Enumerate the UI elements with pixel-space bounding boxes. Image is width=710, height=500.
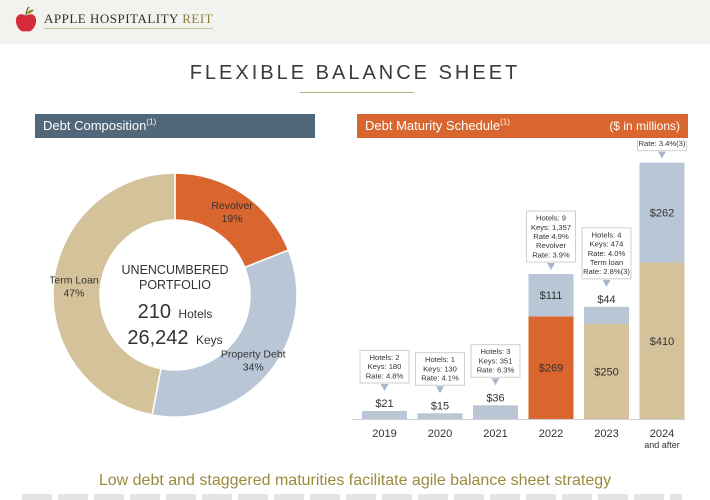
center-line2: PORTFOLIO <box>139 278 211 292</box>
bar-top-label-2020: $15 <box>431 400 449 412</box>
bar-top-label-2023: $44 <box>597 294 615 306</box>
callout-line: Rate: 3.9% <box>532 250 570 259</box>
bar-top-label-2021: $36 <box>486 392 504 404</box>
bar-base-label-2022: $269 <box>539 363 563 375</box>
bar-top-2022 <box>528 274 574 317</box>
callout-line: Keys: 180 <box>368 362 402 371</box>
callout-line: Revolver <box>536 241 566 250</box>
keys-count: 26,242 <box>127 327 188 349</box>
bar-top-2020 <box>417 413 463 419</box>
callout-box <box>526 210 576 263</box>
slice-label-term-loan: Term Loan <box>50 274 99 286</box>
callout-line: Hotels: 3 <box>481 347 511 356</box>
bar-top-label-2024: $262 <box>650 208 674 220</box>
donut-slice-property-debt <box>151 249 298 418</box>
slice-value-revolver: 19% <box>222 213 243 225</box>
debt-composition-header: Debt Composition(1) <box>35 114 315 138</box>
callout-line: Hotels: 4 <box>592 230 622 239</box>
top-bar: APPLE HOSPITALITY REIT <box>0 0 710 44</box>
bar-base-2023 <box>584 323 629 419</box>
bar-top-2024 <box>639 162 685 263</box>
center-keys: 26,242 Keys <box>127 327 222 349</box>
bar-top-label-2019: $21 <box>375 398 393 410</box>
slice-label-property-debt: Property Debt <box>221 349 286 361</box>
x-tick-2020: 2020 <box>428 428 452 440</box>
logo-text: APPLE HOSPITALITY REIT <box>44 11 214 29</box>
bar-base-label-2024: $410 <box>650 336 674 348</box>
callout-box <box>359 349 410 384</box>
callout-line: Rate: 3.4%(3) <box>639 140 686 148</box>
callout-pointer <box>602 279 611 287</box>
callout-box <box>581 227 632 280</box>
page-title: FLEXIBLE BALANCE SHEET <box>189 62 521 84</box>
bar-base-label-2023: $250 <box>594 366 618 378</box>
logo: APPLE HOSPITALITY REIT <box>14 5 214 35</box>
callout-line: Rate: 4.0% <box>588 249 626 258</box>
callout-pointer <box>436 386 444 394</box>
callout-line: Term loan <box>590 258 623 267</box>
callout-line: Rate: 4.8% <box>366 371 404 380</box>
bar-top-2019 <box>362 410 407 419</box>
callout-line: Rate 4.9% <box>533 232 569 241</box>
center-hotels: 210 Hotels <box>138 301 213 323</box>
units-label: ($ in millions) <box>609 119 680 133</box>
logo-suffix: REIT <box>182 11 214 26</box>
callout-line: Hotels: 1 <box>425 355 455 364</box>
faint-footnote-strip <box>22 494 682 500</box>
slice-label-revolver: Revolver <box>211 200 253 212</box>
callout-box <box>637 140 687 152</box>
bar-base-2022 <box>528 316 574 419</box>
callout-box <box>470 344 521 378</box>
donut-slice-term-loan <box>52 172 176 416</box>
callout-line: Keys: 351 <box>479 356 513 365</box>
callout-line: Rate: 2.8%(3) <box>583 267 630 276</box>
callout-line: Rate: 6.3% <box>477 366 515 375</box>
callout-pointer <box>380 383 389 391</box>
callout-line: Keys: 474 <box>590 240 624 249</box>
callout-line: Rate: 4.1% <box>421 374 459 383</box>
title-underline <box>300 92 414 93</box>
keys-label: Keys <box>196 333 223 347</box>
bar-top-2021 <box>473 405 518 419</box>
debt-maturity-header: Debt Maturity Schedule(1) ($ in millions… <box>357 114 688 138</box>
debt-maturity-title: Debt Maturity Schedule <box>365 118 501 133</box>
callout-line: Keys: 1,357 <box>531 223 571 232</box>
footer-tagline: Low debt and staggered maturities facili… <box>98 472 612 489</box>
callout-line: Hotels: 9 <box>536 214 566 223</box>
bar-top-label-2022: $111 <box>540 290 563 302</box>
hotels-label: Hotels <box>178 307 212 321</box>
callout-line: Hotels: 2 <box>370 353 400 362</box>
callout-pointer <box>658 151 666 159</box>
callout-pointer <box>547 263 555 271</box>
callout-pointer <box>491 378 500 386</box>
callout-line: Keys: 130 <box>423 364 457 373</box>
apple-logo-icon <box>15 6 37 32</box>
logo-name: APPLE HOSPITALITY <box>44 11 179 26</box>
x-tick-sub-2024: and after <box>644 440 680 450</box>
center-line1: UNENCUMBERED <box>122 263 229 277</box>
bar-top-2023 <box>584 306 629 324</box>
bar-base-2024 <box>639 262 685 419</box>
hotels-count: 210 <box>138 301 171 323</box>
callout-2024: Hotels: 12Keys: 2,078Rate: 4.1%Term loan… <box>637 140 687 159</box>
x-tick-2023: 2023 <box>594 428 618 440</box>
slice-value-property-debt: 34% <box>243 362 264 374</box>
callout-box <box>415 352 465 386</box>
debt-maturity-chart: $21 $15 $36 $269 $111 $250 $44 $410 $262 2019 202… <box>352 140 687 450</box>
x-tick-2021: 2021 <box>483 428 507 440</box>
footnote-marker: (1) <box>146 117 157 127</box>
footnote-marker: (1) <box>500 117 510 127</box>
x-tick-2019: 2019 <box>372 428 396 440</box>
x-tick-2024: 2024 <box>650 428 674 440</box>
slice-value-term-loan: 47% <box>63 287 84 299</box>
debt-composition-title: Debt Composition <box>43 118 147 133</box>
x-tick-2022: 2022 <box>539 428 563 440</box>
